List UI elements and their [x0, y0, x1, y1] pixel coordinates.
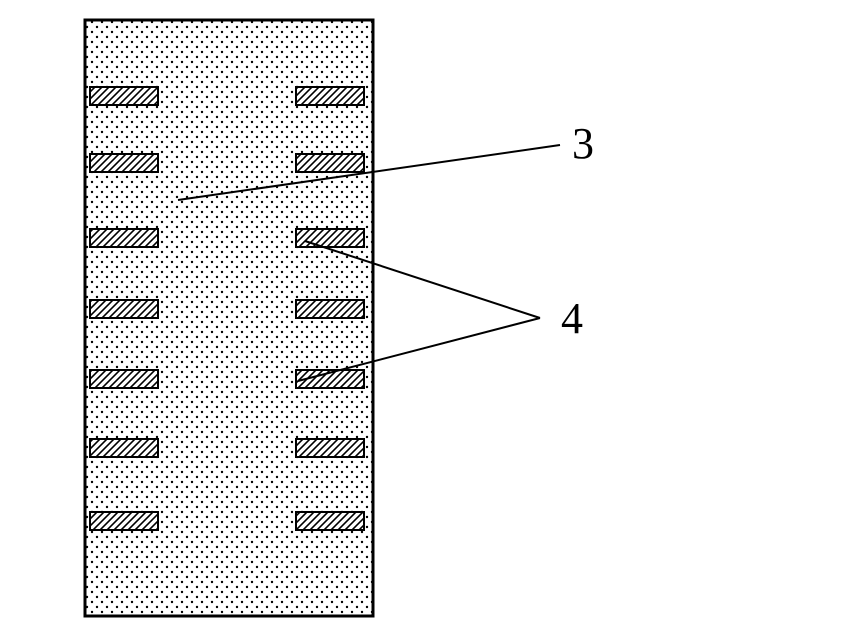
bar-right-5 [296, 439, 364, 457]
bar-right-1 [296, 154, 364, 172]
bar-right-3 [296, 300, 364, 318]
bar-right-0 [296, 87, 364, 105]
bar-left-6 [90, 512, 158, 530]
bar-right-2 [296, 229, 364, 247]
bar-left-3 [90, 300, 158, 318]
diagram-canvas: 3 4 [0, 0, 856, 643]
bar-left-5 [90, 439, 158, 457]
diagram-svg [0, 0, 856, 643]
bar-left-1 [90, 154, 158, 172]
bar-right-6 [296, 512, 364, 530]
callout-label-3: 3 [572, 118, 594, 169]
bar-left-4 [90, 370, 158, 388]
callout-label-4: 4 [561, 293, 583, 344]
bar-left-2 [90, 229, 158, 247]
bar-left-0 [90, 87, 158, 105]
